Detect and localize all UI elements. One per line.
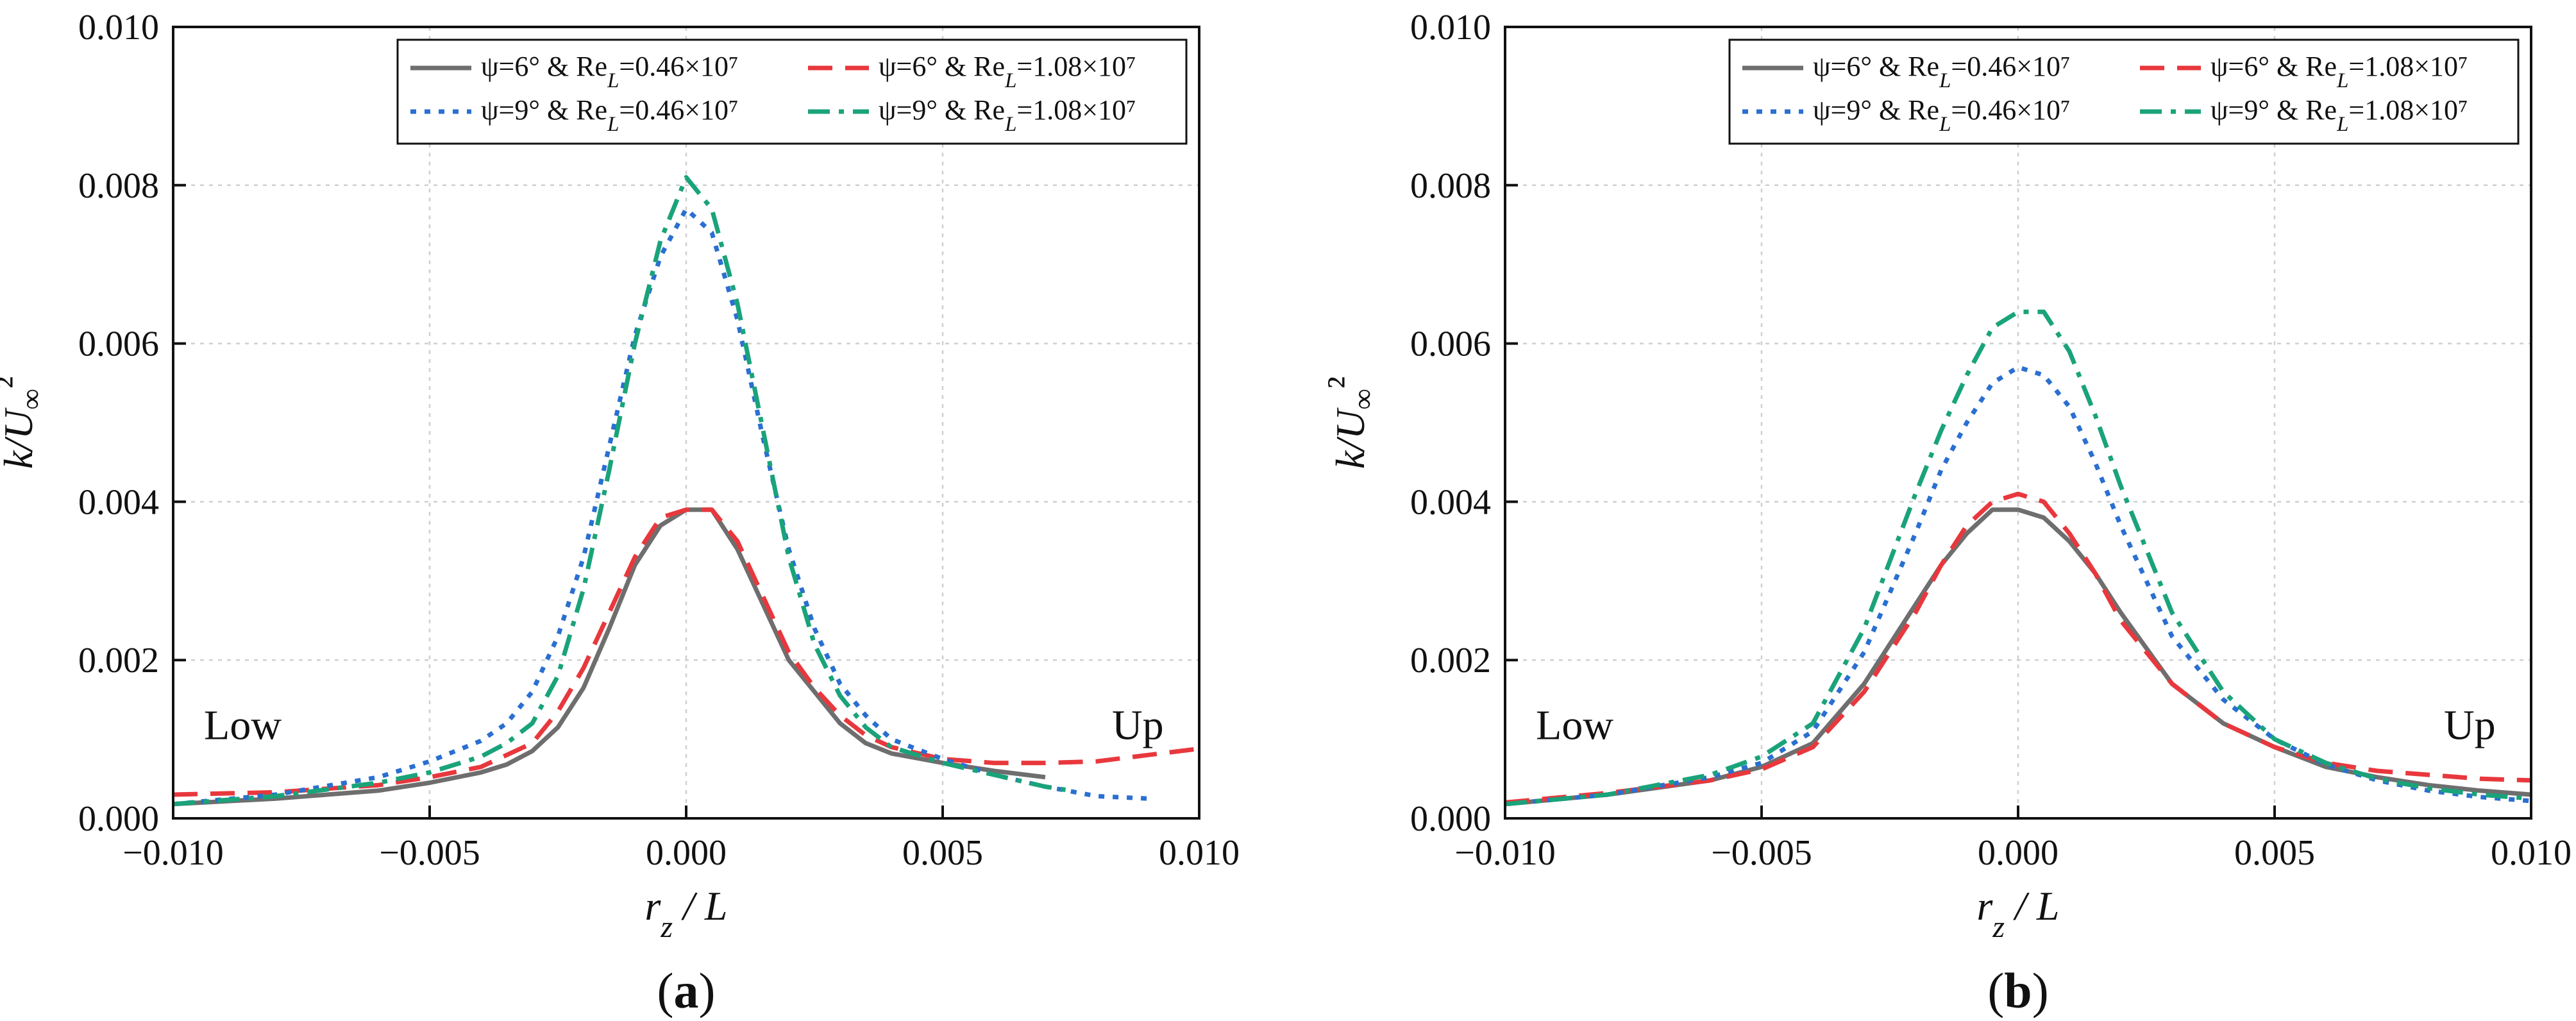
- panel-label: (b): [1987, 963, 2048, 1018]
- legend-label-2: ψ=6° & ReL=1.08×10⁷: [879, 51, 1136, 92]
- series-line-2: [1505, 491, 2531, 805]
- x-tick-label: 0.010: [1159, 833, 1240, 873]
- y-tick-label: 0.008: [1410, 166, 1491, 206]
- x-axis-title: rz / L: [645, 883, 728, 944]
- y-tick-label: 0.004: [78, 482, 159, 522]
- chart-panel-a: −0.010 −0.005 0.000 0.005 0.010 0.000 0.002 0.0…: [0, 8, 1240, 1018]
- series-line-1: [173, 507, 1046, 807]
- x-tick-label: 0.000: [646, 833, 727, 873]
- legend-box: [1728, 38, 2520, 145]
- y-tick-label: 0.010: [78, 8, 159, 47]
- y-tick-label: 0.000: [1410, 799, 1491, 839]
- panel-label: (a): [657, 963, 716, 1018]
- series-lines: [173, 175, 1199, 807]
- series-lines: [1505, 309, 2531, 807]
- x-tick-label: −0.005: [379, 833, 480, 873]
- series-line-2: [173, 507, 1199, 797]
- legend-label-1: ψ=6° & ReL=0.46×10⁷: [481, 51, 738, 92]
- x-tick-label: −0.010: [122, 833, 224, 873]
- y-axis-title: k/U∞²: [1318, 376, 1379, 469]
- x-tick-label: 0.010: [2491, 833, 2572, 873]
- series-line-4: [173, 175, 1072, 807]
- y-tick-label: 0.008: [78, 166, 159, 206]
- y-tick-label: 0.004: [1410, 482, 1491, 522]
- series-line-4: [1505, 309, 2531, 807]
- x-tick-label: −0.010: [1454, 833, 1556, 873]
- annotation-up: Up: [1112, 702, 1164, 748]
- legend-box: [396, 38, 1188, 145]
- y-axis-title: k/U∞²: [0, 376, 47, 469]
- legend-label-2: ψ=6° & ReL=1.08×10⁷: [2210, 51, 2468, 92]
- legend-label-4: ψ=9° & ReL=1.08×10⁷: [879, 94, 1136, 136]
- annotation-low: Low: [204, 702, 282, 748]
- legend-label-1: ψ=6° & ReL=0.46×10⁷: [1813, 51, 2070, 92]
- y-tick-label: 0.010: [1410, 8, 1491, 47]
- y-tick-label: 0.002: [78, 641, 159, 680]
- x-tick-label: 0.000: [1978, 833, 2058, 873]
- annotation-low: Low: [1536, 702, 1613, 748]
- x-tick-label: 0.005: [902, 833, 983, 873]
- y-tick-label: 0.000: [78, 799, 159, 839]
- legend-label-3: ψ=9° & ReL=0.46×10⁷: [1813, 94, 2070, 136]
- annotation-up: Up: [2444, 702, 2496, 748]
- series-line-3: [173, 207, 1149, 807]
- y-tick-label: 0.006: [1410, 325, 1491, 364]
- y-tick-label: 0.002: [1410, 641, 1491, 680]
- legend-label-3: ψ=9° & ReL=0.46×10⁷: [481, 94, 738, 136]
- y-tick-label: 0.006: [78, 325, 159, 364]
- x-axis-title: rz / L: [1977, 883, 2060, 944]
- chart-panel-b: −0.010 −0.005 0.000 0.005 0.010 0.000 0.002 0.0…: [1318, 8, 2572, 1018]
- x-tick-label: 0.005: [2234, 833, 2315, 873]
- legend-label-4: ψ=9° & ReL=1.08×10⁷: [2210, 94, 2468, 136]
- x-tick-label: −0.005: [1711, 833, 1812, 873]
